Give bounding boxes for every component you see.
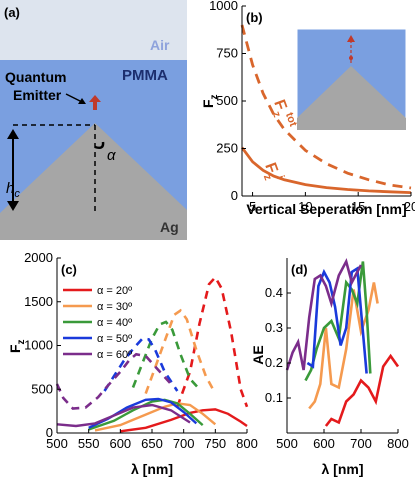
series-line — [308, 282, 379, 410]
series-label-fz-i: Fzi — [257, 160, 286, 185]
panel-d-x-tick-label: 800 — [387, 436, 409, 451]
legend-label: α = 60º — [97, 349, 132, 361]
series-dashed-line — [55, 352, 172, 410]
panel-b-y-tick-label: 500 — [216, 93, 238, 108]
series-dashed-line — [103, 337, 179, 392]
panel-d-panel-label: (d) — [291, 262, 308, 277]
ag-label: Ag — [160, 219, 179, 235]
panel-d-x-tick-label: 700 — [350, 436, 372, 451]
series-line — [324, 353, 400, 427]
panel-c-y-tick-label: 0 — [46, 425, 53, 440]
panel-c-x-tick-label: 550 — [78, 436, 100, 451]
panel-d-y-tick-label: 0.3 — [265, 320, 283, 335]
panel-a-label: (a) — [4, 5, 20, 20]
panel-d-y-tick-label: 0.4 — [265, 285, 283, 300]
panel-b-x-tick-label: 10 — [298, 199, 312, 214]
panel-d: 500 600 700 800 0.1 0.2 0.3 0.4 (d) λ [nm] AE — [250, 257, 409, 477]
series-line — [285, 257, 363, 371]
panel-b: 5 10 15 20 0 250 500 750 1000 (b) Vertical Seperat… — [200, 0, 415, 217]
panel-c-x-tick-label: 600 — [109, 436, 131, 451]
panel-b-x-tick-label: 20 — [404, 199, 415, 214]
series-line — [304, 261, 372, 382]
air-label: Air — [150, 37, 170, 53]
series-line — [306, 266, 368, 374]
panel-b-y-tick-label: 1000 — [209, 0, 238, 13]
panel-d-y-tick-label: 0.2 — [265, 355, 283, 370]
emitter-icon — [89, 95, 101, 110]
panel-b-panel-label: (b) — [246, 10, 263, 25]
legend-label: α = 40º — [97, 317, 132, 329]
panel-c-x-tick-label: 500 — [46, 436, 68, 451]
panel-b-x-tick-label: 5 — [249, 199, 256, 214]
panel-b-x-tick-label: 15 — [351, 199, 365, 214]
panel-c-y-tick-label: 500 — [31, 381, 53, 396]
height-arrow-down-head — [7, 201, 19, 211]
panel-b-y-axis-label: Fz — [200, 94, 220, 108]
panel-c-y-tick-label: 1500 — [24, 294, 53, 309]
panel-b-inset — [296, 28, 407, 131]
height-arrow-up-head — [7, 129, 19, 139]
series-solid-line — [120, 408, 248, 433]
panel-d-y-tick-label: 0.1 — [265, 390, 283, 405]
series-solid-line — [56, 403, 191, 428]
emitter-pointer-head — [78, 98, 86, 104]
panel-d-y-axis-label: AE — [250, 345, 266, 364]
alpha-arc — [94, 141, 105, 150]
hc-label: hc — [6, 180, 20, 200]
panel-c-x-tick-label: 750 — [204, 436, 226, 451]
emitter-label-line1: Quantum — [5, 69, 66, 85]
panel-b-y-tick-label: 250 — [216, 141, 238, 156]
panel-c-x-tick-label: 700 — [173, 436, 195, 451]
panel-d-x-tick-label: 500 — [276, 436, 298, 451]
panel-c-y-tick-label: 1000 — [24, 338, 53, 353]
panel-c: 500 550 600 650 700 750 8000500100015002000(c)… — [7, 250, 258, 477]
legend-label: α = 20º — [97, 285, 132, 297]
pmma-label: PMMA — [122, 67, 168, 84]
panel-c-panel-label: (c) — [61, 262, 77, 277]
legend-label: α = 30º — [97, 301, 132, 313]
series-dashed-line — [131, 320, 201, 391]
panel-c-x-tick-label: 650 — [141, 436, 163, 451]
panel-c-y-axis-label: Fz — [7, 339, 27, 353]
panel-c-x-axis-label: λ [nm] — [131, 461, 173, 477]
panel-b-y-tick-label: 750 — [216, 46, 238, 61]
air-region — [0, 0, 187, 60]
series-line-fz-i — [240, 146, 412, 194]
series-solid-line — [88, 398, 204, 431]
panel-c-x-tick-label: 800 — [236, 436, 258, 451]
series-line-fz-tot — [240, 24, 412, 190]
panel-c-y-tick-label: 2000 — [24, 250, 53, 265]
panel-d-x-axis-label: λ [nm] — [322, 461, 364, 477]
alpha-label: α — [107, 147, 116, 164]
series-solid-line — [94, 402, 217, 432]
panel-a: (a) Air PMMA Quantum Emitter hc α Ag — [0, 0, 187, 240]
panel-b-x-axis-label: Vertical Seperation [nm] — [246, 201, 406, 217]
silver-tip — [0, 123, 187, 240]
legend-label: α = 50º — [97, 333, 132, 345]
inset-emitter-icon — [347, 35, 355, 63]
emitter-label-line2: Emitter — [13, 87, 62, 103]
panel-d-x-tick-label: 600 — [313, 436, 335, 451]
panel-b-y-tick-label: 0 — [231, 188, 238, 203]
series-dashed-line — [144, 308, 217, 395]
